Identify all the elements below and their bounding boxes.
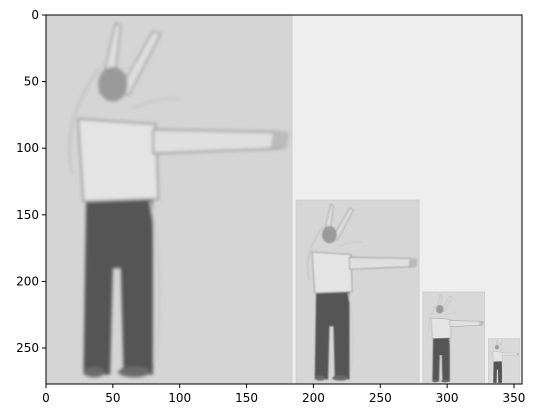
y-tick-label: 0 [31,8,39,22]
pyramid-level-2 [422,291,486,385]
x-tick-label: 0 [42,391,50,405]
x-tick-label: 50 [105,391,120,405]
x-tick-label: 200 [302,391,325,405]
y-tick-label: 150 [16,208,39,222]
axes-frame [45,14,523,385]
y-tick-label: 50 [24,75,39,89]
x-tick-label: 150 [235,391,258,405]
y-axis: 0 50 100 150 200 250 [16,8,46,355]
pyramid-level-1 [295,199,420,385]
pyramid-level-3 [488,338,520,385]
x-tick-label: 300 [436,391,459,405]
x-tick-label: 350 [503,391,526,405]
axes: 0 50 100 150 200 250 300 350 0 50 100 150 200 250 [16,8,525,405]
y-tick-label: 250 [16,341,39,355]
x-axis: 0 50 100 150 200 250 300 350 [42,384,525,405]
pyramid-level-0 [45,14,293,385]
x-tick-label: 250 [369,391,392,405]
y-tick-label: 200 [16,274,39,288]
y-tick-label: 100 [16,141,39,155]
x-tick-label: 100 [168,391,191,405]
pyramid-levels [45,14,520,385]
